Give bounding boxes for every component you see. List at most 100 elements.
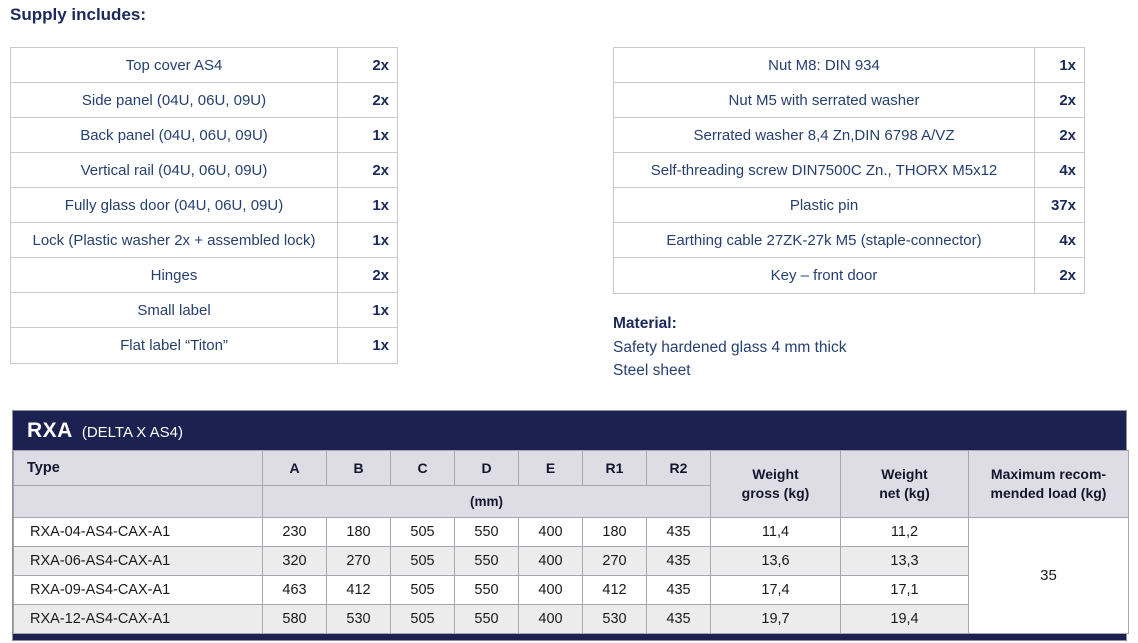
col-header-max-load: Maximum recom- mended load (kg) <box>968 450 1129 518</box>
cell-dim: 400 <box>518 546 583 576</box>
cell-dim: 550 <box>454 604 519 634</box>
col-header-type-spacer <box>13 485 263 518</box>
table-row: RXA-06-AS4-CAX-A1 320 270 505 550 400 27… <box>13 546 1129 576</box>
supply-item-row: Plastic pin 37x <box>614 188 1084 223</box>
material-line: Safety hardened glass 4 mm thick <box>613 339 847 356</box>
supply-item-qty: 2x <box>1034 118 1084 152</box>
cell-dim: 400 <box>518 517 583 547</box>
supply-item-qty: 1x <box>1034 48 1084 82</box>
cell-dim: 270 <box>326 546 391 576</box>
col-header-b: B <box>326 450 391 486</box>
cell-dim: 530 <box>582 604 647 634</box>
cell-dim: 435 <box>646 604 711 634</box>
cell-type: RXA-04-AS4-CAX-A1 <box>13 517 263 547</box>
col-header-r1: R1 <box>582 450 647 486</box>
supply-list-left: Top cover AS4 2x Side panel (04U, 06U, 0… <box>10 47 398 364</box>
table-bottom-bar <box>13 634 1126 640</box>
supply-item-row: Earthing cable 27ZK-27k M5 (staple-conne… <box>614 223 1084 258</box>
cell-type: RXA-09-AS4-CAX-A1 <box>13 575 263 605</box>
material-section: Material: Safety hardened glass 4 mm thi… <box>613 312 846 382</box>
supply-item-qty: 4x <box>1034 153 1084 187</box>
supply-item-label: Hinges <box>150 266 198 284</box>
supply-item-label: Key – front door <box>770 267 878 284</box>
cell-weight-net: 11,2 <box>840 517 969 547</box>
supply-item-label: Fully glass door (04U, 06U, 09U) <box>64 196 284 214</box>
supply-item-label: Earthing cable 27ZK-27k M5 (staple-conne… <box>666 231 982 249</box>
supply-item-row: Fully glass door (04U, 06U, 09U) 1x <box>11 188 397 223</box>
supply-list-right: Nut M8: DIN 934 1x Nut M5 with serrated … <box>613 47 1085 294</box>
cell-weight-gross: 11,4 <box>710 517 841 547</box>
cell-max-load: 35 <box>968 517 1129 634</box>
cell-dim: 505 <box>390 546 455 576</box>
supply-item-qty: 2x <box>1034 83 1084 117</box>
supply-item-label: Nut M8: DIN 934 <box>768 56 880 74</box>
cell-weight-gross: 17,4 <box>710 575 841 605</box>
cell-dim: 550 <box>454 575 519 605</box>
col-header-weight-net: Weight net (kg) <box>840 450 969 518</box>
product-spec-table: Type A B C D E R1 R2 Weight gross (kg) W… <box>13 450 1129 634</box>
supply-item-qty: 1x <box>337 328 397 363</box>
col-header-a: A <box>262 450 327 486</box>
cell-dim: 505 <box>390 604 455 634</box>
cell-dim: 270 <box>582 546 647 576</box>
col-header-r2: R2 <box>646 450 711 486</box>
supply-item-qty: 2x <box>337 258 397 292</box>
supply-item-label: Flat label “Titon” <box>120 337 228 354</box>
supply-item-label: Serrated washer 8,4 Zn,DIN 6798 A/VZ <box>693 126 955 144</box>
table-row: RXA-09-AS4-CAX-A1 463 412 505 550 400 41… <box>13 575 1129 605</box>
supply-item-row: Top cover AS4 2x <box>11 48 397 83</box>
cell-type: RXA-06-AS4-CAX-A1 <box>13 546 263 576</box>
cell-weight-net: 19,4 <box>840 604 969 634</box>
cell-dim: 550 <box>454 517 519 547</box>
supply-item-qty: 2x <box>1034 258 1084 293</box>
cell-dim: 180 <box>326 517 391 547</box>
supply-item-row: Nut M5 with serrated washer 2x <box>614 83 1084 118</box>
product-table: RXA (DELTA X AS4) Type A B C D E R1 R <box>12 410 1129 641</box>
supply-item-qty: 37x <box>1034 188 1084 222</box>
product-series-name: RXA <box>27 419 73 442</box>
cell-dim: 320 <box>262 546 327 576</box>
cell-dim: 435 <box>646 575 711 605</box>
supply-item-qty: 1x <box>337 223 397 257</box>
supply-item-qty: 1x <box>337 293 397 327</box>
col-header-d: D <box>454 450 519 486</box>
supply-item-label: Self-threading screw DIN7500C Zn., THORX… <box>650 161 998 179</box>
product-series-subtitle: (DELTA X AS4) <box>81 424 183 441</box>
table-row: RXA-04-AS4-CAX-A1 230 180 505 550 400 18… <box>13 517 1129 634</box>
supply-item-row: Vertical rail (04U, 06U, 09U) 2x <box>11 153 397 188</box>
cell-dim: 412 <box>326 575 391 605</box>
material-line: Steel sheet <box>613 362 691 379</box>
cell-dim: 463 <box>262 575 327 605</box>
cell-dim: 400 <box>518 604 583 634</box>
supply-item-qty: 4x <box>1034 223 1084 257</box>
cell-dim: 580 <box>262 604 327 634</box>
product-table-title-bar: RXA (DELTA X AS4) <box>13 411 1126 450</box>
cell-weight-net: 17,1 <box>840 575 969 605</box>
supply-item-qty: 2x <box>337 48 397 82</box>
supply-item-label: Back panel (04U, 06U, 09U) <box>80 126 268 144</box>
supply-item-qty: 1x <box>337 188 397 222</box>
cell-dim: 412 <box>582 575 647 605</box>
col-header-c: C <box>390 450 455 486</box>
supply-item-label: Nut M5 with serrated washer <box>728 91 920 109</box>
supply-item-label: Top cover AS4 <box>125 56 223 74</box>
supply-item-qty: 2x <box>337 153 397 187</box>
supply-item-qty: 2x <box>337 83 397 117</box>
supply-item-row: Back panel (04U, 06U, 09U) 1x <box>11 118 397 153</box>
col-header-weight-gross: Weight gross (kg) <box>710 450 841 518</box>
col-header-unit: (mm) <box>262 485 711 518</box>
cell-dim: 230 <box>262 517 327 547</box>
col-header-e: E <box>518 450 583 486</box>
cell-weight-gross: 19,7 <box>710 604 841 634</box>
supply-item-row: Flat label “Titon” 1x <box>11 328 397 363</box>
cell-dim: 435 <box>646 517 711 547</box>
cell-type: RXA-12-AS4-CAX-A1 <box>13 604 263 634</box>
cell-dim: 505 <box>390 517 455 547</box>
supply-item-row: Small label 1x <box>11 293 397 328</box>
col-header-type: Type <box>13 450 263 486</box>
cell-dim: 400 <box>518 575 583 605</box>
supply-item-row: Nut M8: DIN 934 1x <box>614 48 1084 83</box>
cell-weight-net: 13,3 <box>840 546 969 576</box>
table-row: RXA-12-AS4-CAX-A1 580 530 505 550 400 53… <box>13 604 1129 634</box>
